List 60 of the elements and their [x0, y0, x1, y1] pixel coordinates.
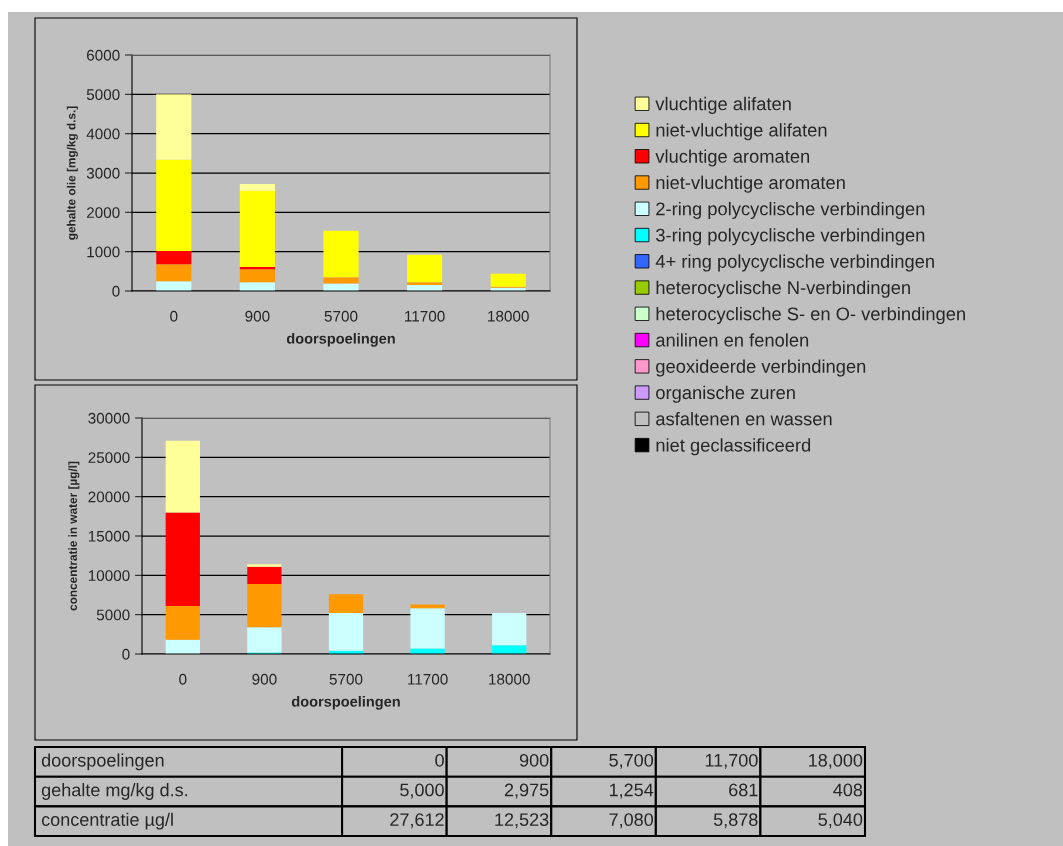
x-axis-title: doorspoelingen — [286, 333, 395, 347]
y-tick-label: 3000 — [86, 167, 120, 179]
y-axis-title: gehalte olie [mg/kg d.s.] — [66, 106, 78, 240]
text: 900 — [519, 753, 549, 767]
x-tick-label: 18000 — [489, 673, 530, 685]
x-tick-label: 5700 — [329, 673, 363, 685]
category-label: doorspoelingen — [41, 753, 164, 771]
text: 12,523 — [495, 813, 549, 829]
x-tick-label: 0 — [179, 673, 187, 685]
y-tick-label: 2000 — [86, 207, 120, 219]
y-tick-label: 0 — [122, 648, 130, 660]
text: 1,254 — [609, 783, 654, 799]
text: 18,000 — [809, 753, 863, 769]
text: 7,080 — [609, 813, 654, 829]
x-tick-label: 900 — [245, 310, 270, 322]
text: 5,000 — [400, 783, 444, 799]
text: 0 — [435, 753, 444, 767]
x-axis-title: doorspoelingen — [291, 696, 400, 710]
x-tick-label: 11700 — [408, 673, 448, 685]
y-tick-label: 5000 — [96, 609, 130, 621]
text: 11,700 — [705, 753, 758, 769]
y-tick-label: 20000 — [88, 491, 130, 503]
x-tick-label: 900 — [252, 673, 277, 685]
y-tick-label: 30000 — [88, 412, 130, 424]
legend-label: asfaltenen en wassen — [656, 411, 832, 426]
legend-label: anilinen en fenolen — [656, 333, 809, 347]
legend-label: niet-vluchtige aromaten — [656, 175, 845, 193]
x-tick-label: 5700 — [324, 310, 358, 322]
legend-label: niet geclassificeerd — [656, 438, 811, 456]
text: 5,878 — [713, 813, 758, 829]
y-tick-label: 25000 — [88, 452, 130, 464]
y-tick-label: 0 — [112, 285, 120, 297]
text: 5,040 — [818, 813, 863, 829]
x-tick-label: 11700 — [405, 310, 445, 322]
y-tick-label: 1000 — [87, 246, 120, 258]
y-tick-label: 4000 — [86, 128, 120, 140]
text: 408 — [833, 783, 863, 797]
legend-label: geoxideerde verbindingen — [656, 359, 866, 377]
x-tick-label: 18000 — [488, 310, 529, 322]
legend-label: vluchtige alifaten — [655, 96, 791, 114]
text: 27,612 — [390, 813, 444, 829]
y-tick-label: 6000 — [86, 49, 120, 61]
x-tick-label: 0 — [170, 310, 178, 322]
y-axis-title: concentratie in water [µg/l] — [68, 461, 80, 611]
legend-label: organische zuren — [656, 385, 795, 403]
text: 2,975 — [504, 783, 549, 799]
y-tick-label: 5000 — [86, 89, 120, 101]
legend-label: heterocyclische S- en O- verbindingen — [656, 306, 965, 325]
y-tick-label: 10000 — [88, 570, 130, 582]
y-tick-label: 15000 — [88, 530, 130, 542]
text: 5,700 — [609, 753, 654, 769]
category-label: gehalte mg/kg d.s. — [41, 783, 188, 800]
text: 681 — [729, 783, 758, 797]
legend-label: niet-vluchtige alifaten — [656, 123, 827, 141]
legend-label: 3-ring polycyclische verbindingen — [656, 228, 925, 246]
legend-label: heterocyclische N-verbindingen — [656, 280, 910, 298]
legend-label: vluchtige aromaten — [655, 149, 810, 167]
legend-label: 4+ ring polycyclische verbindingen — [655, 254, 934, 272]
legend-label: 2-ring polycyclische verbindingen — [656, 201, 925, 219]
category-label: concentratie µg/l — [41, 812, 173, 830]
